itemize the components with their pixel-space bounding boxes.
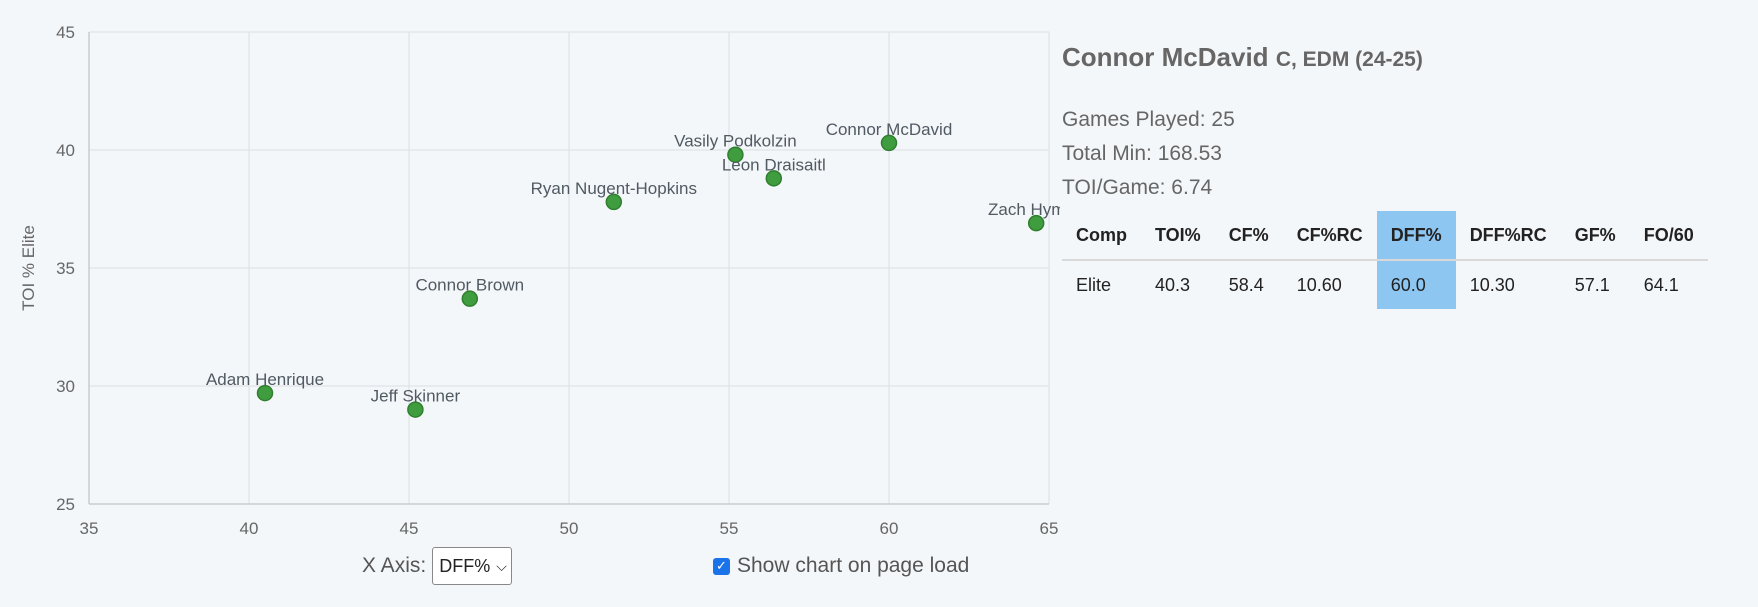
table-cell: 60.0 (1376, 260, 1456, 309)
data-point (727, 146, 744, 163)
table-header-cell[interactable]: Comp (1062, 211, 1141, 261)
x-axis-control: X Axis: DFF% ⌵ (362, 547, 512, 585)
table-cell: Elite (1076, 274, 1112, 295)
show-chart-label: Show chart on page load (737, 554, 970, 577)
data-point-label: Adam Henrique (206, 370, 324, 389)
y-tick-label: 25 (56, 495, 75, 514)
x-tick-label: 50 (560, 519, 579, 538)
data-point (880, 134, 898, 152)
y-tick-label: 45 (56, 23, 75, 42)
total-minutes: Total Min: 168.53 (1062, 142, 1222, 165)
table-header-cell[interactable]: CF% (1214, 211, 1283, 261)
data-point (461, 290, 479, 307)
table-cell: 64.1 (1643, 274, 1679, 295)
player-title: Connor McDavid C, EDM (24-25) (1062, 42, 1702, 73)
stats-table: Comp TOI% CF% CF%RC DFF% DFF%RC GF% FO/60 Elite… (1062, 211, 1708, 309)
data-point-label: Zach Hyman (988, 200, 1060, 219)
table-cell: 10.30 (1469, 274, 1515, 295)
table-cell: 58.4 (1228, 274, 1264, 295)
x-tick-label: 35 (80, 519, 99, 538)
x-tick-label: 65 (1040, 519, 1059, 538)
table-header-cell[interactable]: FO/60 (1629, 211, 1708, 261)
data-point-label: Leon Draisaitl (722, 155, 826, 174)
table-header-cell[interactable]: CF%RC (1282, 211, 1377, 261)
table-header-cell[interactable]: DFF%RC (1455, 211, 1561, 261)
player-name: Connor McDavid (1062, 42, 1269, 72)
data-point (256, 384, 274, 402)
y-tick-label: 30 (56, 377, 75, 396)
toi-per-game: TOI/Game: 6.74 (1062, 176, 1213, 199)
data-point-label: Connor Brown (415, 276, 524, 295)
player-subtitle: C, EDM (24-25) (1275, 48, 1423, 71)
table-header-cell[interactable]: DFF% (1376, 211, 1456, 261)
data-point (605, 193, 623, 211)
show-chart-checkbox[interactable]: ✓ (713, 557, 730, 575)
table-header-cell[interactable]: TOI% (1141, 211, 1215, 261)
x-axis-label: X Axis: (362, 554, 427, 577)
table-cell: 10.60 (1296, 274, 1342, 295)
chevron-down-icon: ⌵ (496, 557, 507, 574)
chart-controls: X Axis: DFF% ⌵ ✓ Show chart on page load (0, 547, 1060, 598)
x-tick-label: 40 (240, 519, 259, 538)
data-point-label: Jeff Skinner (371, 387, 461, 406)
x-axis-select[interactable]: DFF% ⌵ (432, 547, 512, 585)
table-cell: 40.3 (1155, 274, 1191, 295)
x-tick-label: 60 (880, 519, 899, 538)
data-point (407, 401, 424, 418)
table-cell: 57.1 (1574, 274, 1610, 295)
data-point-label: Ryan Nugent-Hopkins (531, 179, 697, 198)
table-row: Elite 40.3 58.4 10.60 60.0 10.30 57.1 64.1 (1062, 260, 1708, 309)
data-point (1027, 214, 1045, 232)
games-played: Games Played: 25 (1062, 108, 1235, 131)
stats-table-header: Comp TOI% CF% CF%RC DFF% DFF%RC GF% FO/60 (1062, 211, 1708, 261)
show-chart-control: ✓ Show chart on page load (713, 554, 969, 578)
data-point (765, 170, 783, 187)
chart-svg: 35 40 45 50 55 60 65 25 30 35 40 45 TOI % Elite Adam … (19, 23, 1060, 538)
x-axis-selected-value: DFF% (439, 555, 491, 576)
data-point-label: Vasily Podkolzin (674, 132, 797, 151)
player-info-panel: Connor McDavid C, EDM (24-25) Games Play… (1062, 42, 1708, 309)
y-tick-label: 35 (56, 259, 75, 278)
y-tick-label: 40 (56, 141, 75, 160)
stats-table-body: Elite 40.3 58.4 10.60 60.0 10.30 57.1 64.1 (1062, 260, 1708, 309)
x-tick-label: 55 (720, 519, 739, 538)
table-header-cell[interactable]: GF% (1560, 211, 1630, 261)
scatter-chart: 35 40 45 50 55 60 65 25 30 35 40 45 TOI % Elite Adam … (19, 23, 1060, 538)
data-point-label: Connor McDavid (826, 120, 953, 139)
y-axis-title: TOI % Elite (19, 225, 38, 311)
x-tick-label: 45 (400, 519, 419, 538)
